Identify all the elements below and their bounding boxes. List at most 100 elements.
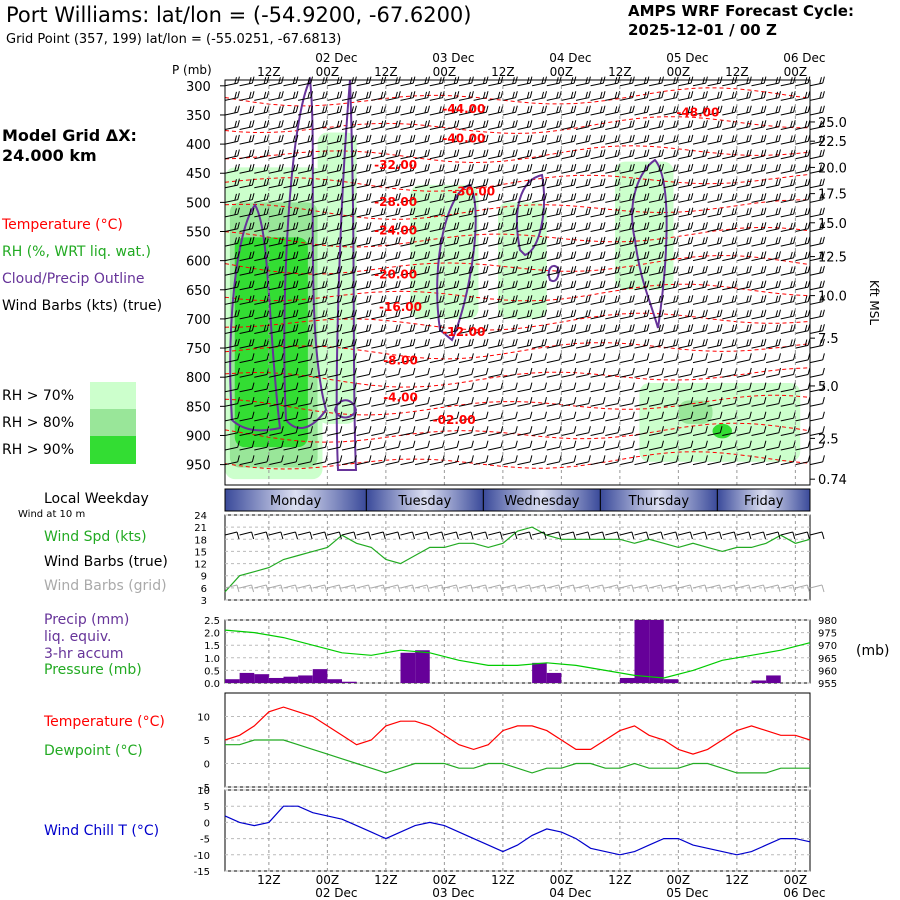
- wind-barb-flag: [819, 77, 822, 84]
- wind-barb-flag: [310, 324, 313, 331]
- wind-barb-flag: [292, 179, 296, 186]
- wind-barb-staff: [385, 213, 399, 218]
- wind-barb-flag: [412, 338, 416, 346]
- wind-barb-flag: [398, 367, 401, 375]
- wind-barb-flag: [485, 280, 489, 288]
- wind-barb-staff: [327, 461, 341, 466]
- wind-barb: [707, 295, 723, 305]
- wind-barb-flag: [234, 135, 237, 143]
- pressure-tick-label: 850: [186, 400, 211, 415]
- wind-barb-flag: [734, 178, 738, 186]
- wind-barb-flag: [281, 382, 284, 390]
- wind-barb: [444, 396, 460, 407]
- wind-barb-staff: [561, 213, 575, 218]
- wind-barb: [692, 236, 708, 247]
- wind-barb-flag: [251, 396, 255, 404]
- wind-barb-staff: [297, 199, 311, 203]
- wind-barb-staff: [590, 446, 604, 451]
- wind-barb-staff: [765, 184, 779, 189]
- wind-barb-staff: [239, 213, 253, 218]
- wind-barb: [590, 222, 606, 232]
- wind-barb-flag: [251, 120, 255, 127]
- wind-barb-staff: [765, 257, 779, 262]
- wind-barb-flag: [234, 266, 237, 274]
- wind-barb-flag: [292, 295, 296, 303]
- wind-barb-flag: [541, 179, 545, 186]
- wind-barb-staff: [517, 403, 531, 407]
- wind-barb-staff: [561, 82, 575, 87]
- precip-tick-label: 0.5: [204, 666, 220, 677]
- bottom-time-tick: 12Z: [725, 873, 749, 887]
- wind-barb-flag: [746, 339, 749, 347]
- wind-barb-flag: [339, 382, 343, 390]
- wind-barb-staff: [517, 97, 531, 101]
- wind-barb: [224, 353, 240, 364]
- wind-barb-staff: [385, 97, 399, 101]
- wind-barb-staff: [341, 344, 355, 349]
- wind-barb: [765, 324, 781, 334]
- wind-barb-flag: [570, 208, 574, 215]
- wind-barb-flag: [775, 222, 779, 230]
- wind-barb-flag: [354, 411, 357, 419]
- wind-barb-flag: [248, 193, 252, 201]
- wind-barb-flag: [602, 134, 606, 142]
- temperature-contour-label: -20.00: [374, 268, 417, 282]
- windchill-panel-frame: [224, 789, 811, 872]
- wind-barb: [385, 105, 401, 116]
- wind-barb-flag: [790, 150, 793, 157]
- wind-barb-staff: [575, 213, 589, 218]
- wind-barb-staff: [488, 315, 502, 320]
- wind-barb-flag: [485, 251, 489, 259]
- wind-barb: [634, 295, 650, 305]
- wind-barb-flag: [790, 237, 793, 245]
- wind-barb-flag: [295, 531, 298, 540]
- wind-barb: [473, 163, 489, 174]
- wind-barb-flag: [719, 178, 723, 186]
- wind-barb-flag: [734, 324, 738, 331]
- wind-barb: [327, 105, 343, 116]
- wind-barb: [341, 426, 357, 436]
- wind-barb-staff: [663, 315, 677, 320]
- wind-barb-staff: [458, 344, 472, 349]
- wind-barb-staff: [590, 531, 603, 536]
- wind-barb-flag: [602, 411, 606, 419]
- wind-barb-flag: [602, 149, 606, 157]
- wind-barb-staff: [795, 82, 809, 87]
- wind-barb-flag: [804, 193, 808, 201]
- wind-barb-staff: [239, 417, 253, 422]
- wind-barb: [678, 280, 694, 291]
- wind-barb-staff: [619, 242, 633, 247]
- grid-wind-barb: [678, 584, 693, 593]
- wind-barb: [473, 105, 489, 116]
- kft-tick-label: 25.0: [818, 116, 847, 131]
- wind-barb-staff: [605, 272, 619, 276]
- wind-barb: [283, 236, 299, 247]
- wind-barb-flag: [424, 150, 428, 157]
- wind-barb-flag: [646, 178, 650, 186]
- wind-barb-flag: [442, 120, 445, 127]
- wind-barb-flag: [456, 265, 460, 273]
- wind-barb-flag: [512, 310, 515, 317]
- wind-barb-staff: [648, 97, 662, 101]
- wind-barb-flag: [763, 236, 767, 244]
- wind-barb: [648, 222, 664, 232]
- wind-barb-staff: [414, 417, 428, 422]
- wind-barb-flag: [775, 281, 779, 288]
- wind-barb-staff: [385, 301, 399, 305]
- wind-barb: [473, 193, 489, 203]
- wind-barb-staff: [736, 432, 750, 436]
- grid-wind-barb: [312, 584, 328, 593]
- wind-barb-flag: [588, 396, 591, 404]
- wind-barb-flag: [646, 265, 650, 273]
- wind-barb: [327, 251, 343, 262]
- wind-barb-staff: [634, 184, 648, 189]
- wind-barb-flag: [719, 105, 723, 113]
- wind-barb: [692, 367, 708, 378]
- wind-barb: [458, 455, 474, 466]
- wind-barb: [502, 207, 518, 218]
- wind-barb-staff: [546, 417, 560, 422]
- wind-barb: [444, 411, 460, 422]
- wind-barb: [517, 396, 533, 407]
- wind-barb-flag: [702, 324, 705, 332]
- wind-barb-flag: [295, 149, 299, 157]
